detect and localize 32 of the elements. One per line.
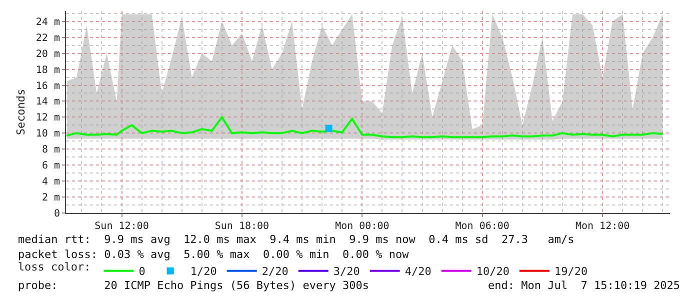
y-tick-label: 20 m bbox=[36, 48, 60, 60]
y-tick-label: 24 m bbox=[36, 16, 60, 28]
y-tick-label: 2 m bbox=[42, 192, 60, 204]
legend-label: 0 bbox=[138, 265, 146, 278]
text: end: Mon Jul 7 15:10:19 2025 bbox=[488, 279, 680, 292]
y-tick-label: 18 m bbox=[36, 64, 60, 76]
line-series bbox=[66, 116, 664, 138]
x-tick-label: Mon 06:00 bbox=[455, 221, 510, 232]
x-tick-label: Mon 00:00 bbox=[335, 221, 390, 232]
y-tick-label: 6 m bbox=[42, 160, 60, 172]
y-tick-label: 8 m bbox=[42, 144, 60, 156]
y-tick-label: 4 m bbox=[42, 176, 60, 188]
y-tick-label: 22 m bbox=[36, 32, 60, 44]
y-tick-label: 10 m bbox=[36, 128, 60, 140]
legend-label: 19/20 bbox=[554, 265, 588, 278]
x-tick-label: Sun 18:00 bbox=[214, 221, 270, 232]
text: median rtt: 9.9 ms avg 12.0 ms max 9.4 ms min 9.9 ms now 0.4 ms sd 27.3 am/s bbox=[18, 233, 574, 246]
text: packet loss: 0.03 % avg 5.00 % max 0.00 % min 0.00 % now bbox=[18, 248, 410, 261]
y-tick-label: 0 bbox=[54, 208, 60, 220]
y-tick-label: 16 m bbox=[36, 80, 60, 92]
legend-label: 3/20 bbox=[333, 265, 360, 278]
y-tick-label: 14 m bbox=[36, 96, 60, 108]
legend-label: 4/20 bbox=[404, 265, 432, 278]
y-axis-title: Seconds bbox=[14, 88, 28, 136]
x-tick-label: Mon 12:00 bbox=[575, 221, 630, 232]
legend-label: 1/20 bbox=[190, 265, 217, 278]
y-tick-label: 12 m bbox=[36, 112, 60, 124]
x-tick-label: Sun 12:00 bbox=[94, 221, 149, 232]
legend-title: loss color: bbox=[18, 260, 91, 274]
legend-label: 10/20 bbox=[476, 265, 510, 278]
text: probe: 20 ICMP Echo Pings (56 Bytes) every 300s bbox=[18, 279, 369, 292]
legend-label: 2/20 bbox=[262, 265, 288, 278]
